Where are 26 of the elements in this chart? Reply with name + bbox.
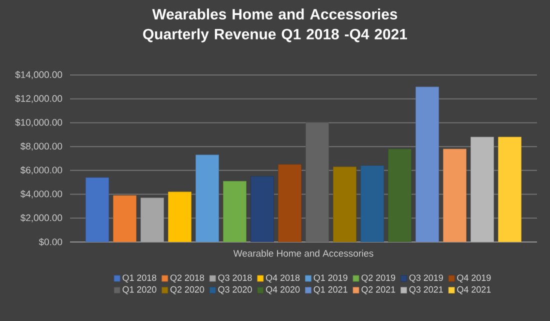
legend-label: Q4 2020 <box>266 286 300 294</box>
y-tick-label: $4,000.00 <box>20 190 62 198</box>
legend-label: Q2 2018 <box>170 274 204 283</box>
legend-label: Q4 2018 <box>266 274 300 283</box>
y-tick-label: $14,000.00 <box>15 70 62 80</box>
legend-label: Q1 2018 <box>122 274 156 283</box>
legend-label: Q3 2019 <box>409 274 443 283</box>
legend-label: Q3 2021 <box>409 286 443 294</box>
y-tick-label: $6,000.00 <box>20 166 62 175</box>
legend-label: Q2 2021 <box>362 286 396 294</box>
y-tick-label: $10,000.00 <box>15 118 62 127</box>
y-tick-label: $2,000.00 <box>20 214 62 222</box>
legend-label: Q3 2018 <box>218 274 252 283</box>
y-tick-label: $12,000.00 <box>15 94 62 103</box>
legend-label: Q1 2020 <box>122 286 156 294</box>
legend-label: Q1 2019 <box>314 274 348 283</box>
chart-title: Wearables Home and Accessories Quarterly Revenue Q1 2018 -Q4 2021 <box>143 8 408 42</box>
legend-label: Q4 2021 <box>457 286 491 294</box>
legend-label: Q2 2020 <box>170 286 204 294</box>
legend-label: Q4 2019 <box>457 274 491 283</box>
legend-label: Q2 2019 <box>362 274 396 283</box>
y-tick-label: $8,000.00 <box>20 142 62 151</box>
y-tick-label: $0.00 <box>38 238 62 246</box>
x-tick-label: Wearable Home and Accessories <box>233 250 374 257</box>
legend-label: Q3 2020 <box>218 286 252 294</box>
legend-label: Q1 2021 <box>314 286 348 294</box>
